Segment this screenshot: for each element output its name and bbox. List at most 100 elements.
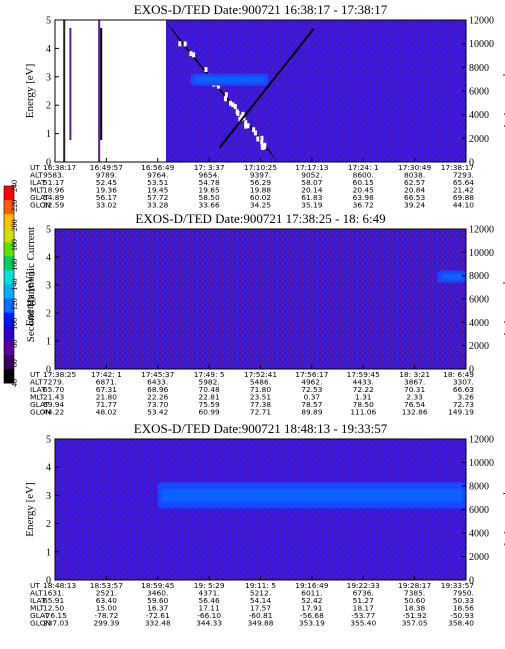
colorbar-tick-label: 80	[10, 340, 19, 348]
ephem-value: 9052.	[301, 171, 322, 180]
colorbar-swatch	[4, 340, 14, 356]
ephem-value: 17:17:13	[295, 163, 328, 172]
ephem-value: 48.02	[96, 408, 117, 417]
ephem-value: 52.45	[96, 178, 117, 187]
panel-3: EXOS-D/TED Date:900721 18:48:13 - 19:33:…	[24, 421, 505, 628]
ephem-row-label: MLT	[30, 604, 44, 613]
ephem-value: 71.77	[96, 400, 117, 409]
y-tick-label: 0	[46, 365, 51, 376]
y2-tick-label: 8000	[469, 482, 489, 493]
ephem-row-label: ILAT	[30, 385, 46, 394]
ephem-value: 17:45:37	[141, 370, 174, 379]
ephem-value: 66.63	[453, 385, 474, 394]
ephem-value: 53.51	[147, 178, 168, 187]
ephem-value: 349.88	[248, 619, 274, 628]
ephem-value: 70.31	[404, 385, 425, 394]
ephem-value: 17:56:17	[295, 370, 328, 379]
y2-tick-label: 6000	[469, 505, 489, 516]
y-tick-label: 4	[46, 44, 51, 55]
colorbar-swatch	[4, 326, 14, 342]
ephem-value: 299.39	[93, 619, 119, 628]
ephem-value: 6871.	[96, 378, 117, 387]
speckle	[241, 111, 245, 117]
y-axis-label: Energy [eV]	[24, 482, 36, 536]
ephem-value: 65.91	[43, 596, 64, 605]
ephem-value: 111.06	[350, 408, 376, 417]
ephem-value: 17:49: 5	[194, 370, 225, 379]
ephem-value: 58.07	[301, 178, 322, 187]
ephem-value: 19:33:57	[441, 581, 474, 590]
ephem-value: 56.17	[96, 193, 117, 202]
y2-tick-label: 6000	[469, 295, 489, 306]
ephem-value: 78.57	[301, 400, 322, 409]
colorbar-tick-label: 100	[10, 318, 19, 330]
ephem-value: 67.31	[96, 385, 117, 394]
speckle	[260, 135, 264, 141]
y2-tick-label: 0	[469, 158, 474, 169]
ephem-value: 9397.	[250, 171, 271, 180]
ephem-value: 0.37	[304, 393, 321, 402]
ephem-value: -60.81	[249, 611, 273, 620]
ephem-value: 72.71	[250, 408, 271, 417]
ephem-value: 9764.	[147, 171, 168, 180]
colorbar-swatch	[4, 228, 14, 243]
speckle	[224, 92, 228, 98]
gap-trace	[69, 28, 72, 140]
speckle	[253, 130, 257, 136]
gap-trace	[100, 28, 103, 140]
ephem-value: 18.96	[43, 186, 64, 195]
ephem-value: 7385.	[404, 589, 425, 598]
ephem-value: 51.27	[353, 596, 374, 605]
speckle	[223, 96, 227, 102]
y-tick-label: 5	[46, 435, 51, 446]
ephem-value: 2521.	[96, 589, 117, 598]
ephem-value: 9654.	[199, 171, 220, 180]
y2-tick-label: 10000	[469, 458, 494, 469]
speckle	[204, 67, 208, 73]
ephem-value: 39.24	[404, 201, 425, 210]
ephem-row-label: ALT	[30, 378, 43, 387]
ephem-value: 53.42	[147, 408, 168, 417]
ephem-value: 357.05	[402, 619, 428, 628]
y-tick-label: 1	[46, 337, 51, 348]
ephem-value: 72.22	[353, 385, 374, 394]
colorbar-swatch	[4, 214, 14, 229]
ephem-value: 54.89	[43, 193, 64, 202]
ephem-row-label: GLON	[30, 619, 51, 628]
ephem-value: 17:38:25	[43, 370, 76, 379]
ephem-value: 3460.	[147, 589, 168, 598]
ephem-value: 19:16:49	[295, 581, 328, 590]
ephem-value: 22.81	[199, 393, 220, 402]
ephem-value: 1.31	[355, 393, 372, 402]
speckle	[252, 127, 256, 133]
ephem-value: 58.50	[199, 193, 220, 202]
ephem-value: 17: 3:37	[194, 163, 225, 172]
ephem-value: 132.86	[402, 408, 428, 417]
ephem-value: 63.98	[353, 193, 374, 202]
ephem-value: 9789.	[96, 171, 117, 180]
blue-band-core	[161, 488, 462, 502]
ephem-value: 35.19	[301, 201, 322, 210]
ephem-value: 17.91	[301, 604, 322, 613]
ephem-value: -72.61	[146, 611, 170, 620]
ephem-row-label: GLON	[30, 201, 51, 210]
ephem-value: 3.26	[458, 393, 475, 402]
ephem-value: 33.66	[199, 201, 220, 210]
speckle	[238, 116, 242, 122]
ephem-value: 69.94	[43, 400, 64, 409]
heatmap-background	[55, 439, 466, 580]
ephem-value: 51.17	[43, 178, 64, 187]
ephem-value: 68.96	[147, 385, 168, 394]
y2-tick-label: 12000	[469, 16, 494, 27]
ephem-value: 71.80	[250, 385, 271, 394]
ephem-value: 353.19	[299, 619, 325, 628]
ephem-value: 20.84	[404, 186, 425, 195]
y-tick-label: 3	[46, 72, 51, 83]
ephem-value: 36.72	[353, 201, 374, 210]
ephem-value: 344.33	[196, 619, 222, 628]
colorbar-swatch	[4, 312, 14, 328]
ephem-value: 17:10:25	[244, 163, 277, 172]
ephem-value: 6433.	[147, 378, 168, 387]
y2-tick-label: 6000	[469, 87, 489, 98]
